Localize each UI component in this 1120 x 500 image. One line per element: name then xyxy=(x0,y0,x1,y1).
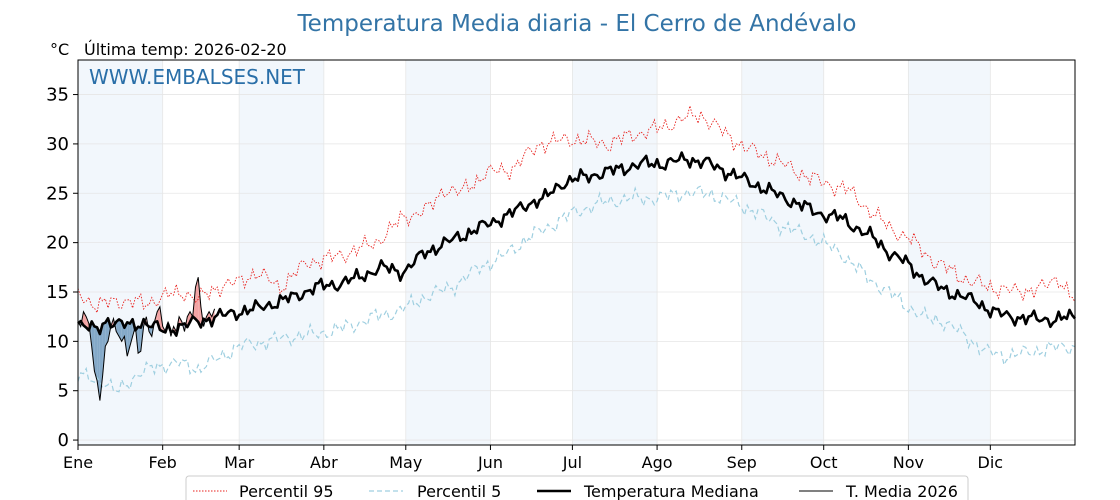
series-line-median xyxy=(77,151,1077,337)
series-line-p5 xyxy=(77,185,1076,393)
series-line-p95 xyxy=(77,104,1076,314)
x-tick-label: Sep xyxy=(727,453,757,472)
x-axis: Ene Feb Mar Abr May Jun Jul Ago Sep Oct Nov Dic xyxy=(63,445,1003,472)
below-median-fill xyxy=(138,326,141,354)
month-band xyxy=(572,60,658,445)
below-median-fill xyxy=(149,326,152,337)
series-line-2026 xyxy=(77,277,216,401)
below-median-fill xyxy=(102,322,106,376)
y-tick-label: 30 xyxy=(46,134,69,155)
above-median-fill xyxy=(195,277,199,322)
x-tick-label: Dic xyxy=(978,453,1004,472)
x-tick-label: Nov xyxy=(893,453,924,472)
y-tick-label: 10 xyxy=(46,331,69,352)
unit-label: °C xyxy=(50,40,69,59)
legend-label-median: Temperatura Mediana xyxy=(583,482,759,500)
y-axis: 0 5 10 15 20 25 30 35 xyxy=(46,85,78,451)
x-tick-label: May xyxy=(389,453,422,472)
y-tick-label: 20 xyxy=(46,233,69,254)
legend-label-year: T. Media 2026 xyxy=(845,482,958,500)
below-median-fill xyxy=(91,321,95,371)
plot-frame xyxy=(77,59,1076,446)
month-band xyxy=(741,60,824,445)
y-tick-label: 35 xyxy=(46,85,69,106)
y-tick-label: 0 xyxy=(58,430,69,451)
below-median-fill xyxy=(118,319,122,342)
x-tick-label: Oct xyxy=(810,453,838,472)
x-tick-label: Ene xyxy=(63,453,93,472)
legend-label-p95: Percentil 95 xyxy=(239,482,334,500)
month-band xyxy=(239,60,324,445)
chart-title: Temperatura Media diaria - El Cerro de A… xyxy=(297,11,857,37)
x-tick-label: Feb xyxy=(149,453,177,472)
month-bands xyxy=(78,60,991,445)
legend-label-p5: Percentil 5 xyxy=(417,482,501,500)
below-median-fill xyxy=(94,326,98,381)
y-tick-label: 25 xyxy=(46,183,69,204)
y-tick-label: 15 xyxy=(46,282,69,303)
series-lines xyxy=(77,104,1077,401)
legend-box xyxy=(185,475,969,500)
x-tick-label: Mar xyxy=(224,453,255,472)
below-median-fill xyxy=(105,318,109,347)
x-tick-label: Abr xyxy=(310,453,338,472)
last-temp-subtitle: Última temp: 2026-02-20 xyxy=(84,40,287,59)
x-tick-label: Jun xyxy=(477,453,503,472)
x-tick-label: Ago xyxy=(642,453,673,472)
below-median-fill xyxy=(129,319,133,347)
month-band xyxy=(908,60,991,445)
x-tick-label: Jul xyxy=(562,453,582,472)
month-band xyxy=(78,60,163,445)
legend: Percentil 95 Percentil 5 Temperatura Med… xyxy=(185,475,969,500)
y-tick-label: 5 xyxy=(58,381,69,402)
watermark-text: WWW.EMBALSES.NET xyxy=(89,65,306,89)
